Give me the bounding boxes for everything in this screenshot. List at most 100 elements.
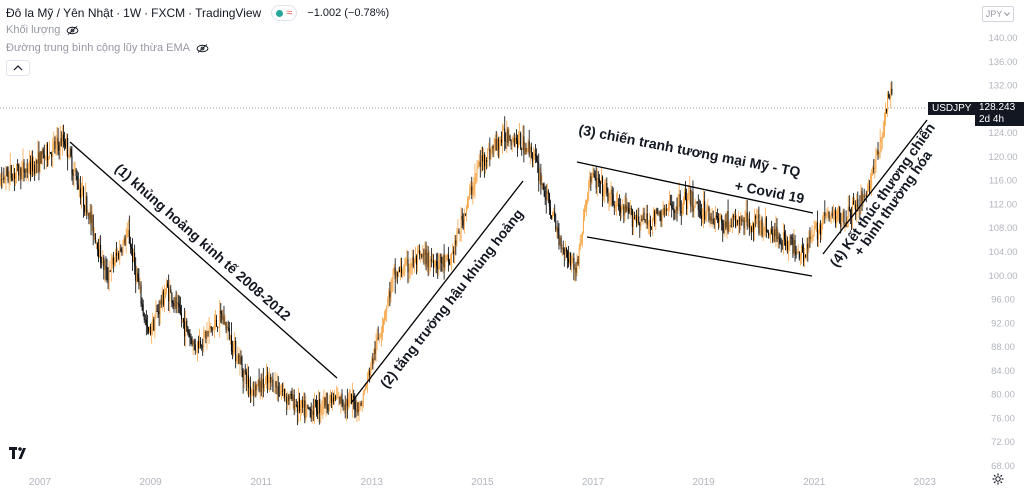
candle-body bbox=[139, 285, 141, 286]
candle-body bbox=[203, 332, 205, 347]
candle-body bbox=[225, 321, 227, 330]
candle-body bbox=[305, 407, 307, 419]
candle-body bbox=[298, 397, 300, 412]
candle-body bbox=[487, 150, 489, 162]
candle-body bbox=[267, 374, 269, 384]
candle-body bbox=[80, 194, 82, 198]
candle-body bbox=[535, 154, 537, 156]
y-axis-tick-label: 96.00 bbox=[991, 295, 1015, 306]
candle-body bbox=[222, 316, 224, 320]
candle-body bbox=[333, 397, 335, 402]
candle-body bbox=[540, 172, 542, 186]
symbol-title[interactable]: Đô la Mỹ / Yên Nhật bbox=[6, 6, 114, 20]
candle-body bbox=[44, 156, 46, 159]
candle-body bbox=[831, 213, 833, 216]
candle-body bbox=[205, 331, 207, 339]
candle-body bbox=[259, 381, 261, 391]
candle-body bbox=[884, 109, 886, 120]
candle-body bbox=[368, 370, 370, 377]
candle-body bbox=[458, 230, 460, 234]
candle-body bbox=[204, 331, 206, 333]
candle-body bbox=[806, 243, 808, 257]
candle-body bbox=[630, 208, 632, 210]
candle-body bbox=[188, 333, 190, 338]
trendline-crisis[interactable] bbox=[69, 141, 338, 379]
candle-body bbox=[392, 271, 394, 278]
trendline-recovery[interactable] bbox=[350, 180, 524, 404]
candle-body bbox=[702, 216, 704, 219]
trendline-channel-top[interactable] bbox=[576, 161, 814, 214]
currency-selector[interactable]: JPY bbox=[982, 6, 1014, 22]
candle-body bbox=[116, 253, 118, 256]
candle-body bbox=[749, 227, 751, 229]
candle-body bbox=[787, 241, 789, 250]
candle-body bbox=[607, 193, 609, 202]
candle-body bbox=[345, 399, 347, 410]
candle-body bbox=[882, 133, 884, 137]
candle-body bbox=[309, 408, 311, 410]
candle-body bbox=[180, 313, 182, 320]
candle-body bbox=[440, 253, 442, 263]
trendline-channel-bottom[interactable] bbox=[586, 236, 813, 277]
candle-body bbox=[178, 303, 180, 308]
candle-body bbox=[285, 396, 287, 398]
eye-off-icon[interactable] bbox=[196, 43, 209, 53]
candle-body bbox=[386, 305, 388, 312]
candle-body bbox=[377, 337, 379, 339]
candle-body bbox=[393, 267, 395, 272]
market-status[interactable]: ≈ bbox=[271, 5, 298, 21]
candle-body bbox=[246, 375, 248, 384]
collapse-legend-button[interactable] bbox=[6, 60, 30, 76]
candle-body bbox=[273, 391, 275, 392]
candle-body bbox=[627, 206, 629, 208]
candle-body bbox=[409, 267, 411, 271]
candle-body bbox=[568, 258, 570, 263]
candle-body bbox=[703, 201, 705, 217]
candle-body bbox=[816, 222, 818, 240]
candle-body bbox=[51, 153, 53, 157]
candle-body bbox=[620, 206, 622, 213]
tradingview-logo-icon[interactable] bbox=[6, 441, 30, 465]
settings-gear-icon[interactable] bbox=[992, 473, 1004, 485]
candle-body bbox=[286, 396, 288, 404]
candle-body bbox=[709, 216, 711, 221]
candle-body bbox=[159, 300, 161, 315]
indicator-volume[interactable]: Khối lượng bbox=[6, 24, 79, 36]
candle-body bbox=[313, 400, 315, 415]
indicator-ema[interactable]: Đường trung bình cộng lũy thừa EMA bbox=[6, 42, 209, 54]
indicator-volume-label: Khối lượng bbox=[6, 24, 61, 36]
candle-body bbox=[802, 246, 804, 253]
candle-body bbox=[693, 207, 695, 212]
candle-body bbox=[423, 253, 425, 255]
candle-body bbox=[847, 206, 849, 218]
interval-label[interactable]: 1W bbox=[123, 6, 142, 20]
candle-body bbox=[107, 278, 109, 281]
candle-body bbox=[52, 143, 54, 157]
candle-body bbox=[739, 216, 741, 226]
candle-body bbox=[647, 224, 649, 226]
candle-body bbox=[763, 226, 765, 231]
candle-body bbox=[216, 320, 218, 327]
trendline-breakout[interactable] bbox=[822, 119, 928, 255]
candle-body bbox=[653, 210, 655, 221]
candle-body bbox=[769, 234, 771, 236]
candle-body bbox=[82, 187, 84, 195]
candle-body bbox=[413, 260, 415, 267]
eye-off-icon[interactable] bbox=[66, 25, 79, 35]
candle-body bbox=[33, 164, 35, 172]
candle-body bbox=[141, 303, 143, 305]
candle-body bbox=[633, 217, 635, 219]
candle-body bbox=[575, 268, 577, 273]
candle-body bbox=[277, 386, 279, 395]
candle-body bbox=[96, 242, 98, 250]
candle-body bbox=[710, 216, 712, 221]
candle-body bbox=[713, 224, 715, 226]
candle-body bbox=[772, 233, 774, 242]
candle-body bbox=[406, 259, 408, 261]
candle-body bbox=[74, 169, 76, 171]
candle-body bbox=[468, 198, 470, 200]
candle-body bbox=[200, 340, 202, 346]
symbol-price-label: USDJPY bbox=[928, 102, 976, 115]
candle-body bbox=[236, 360, 238, 362]
